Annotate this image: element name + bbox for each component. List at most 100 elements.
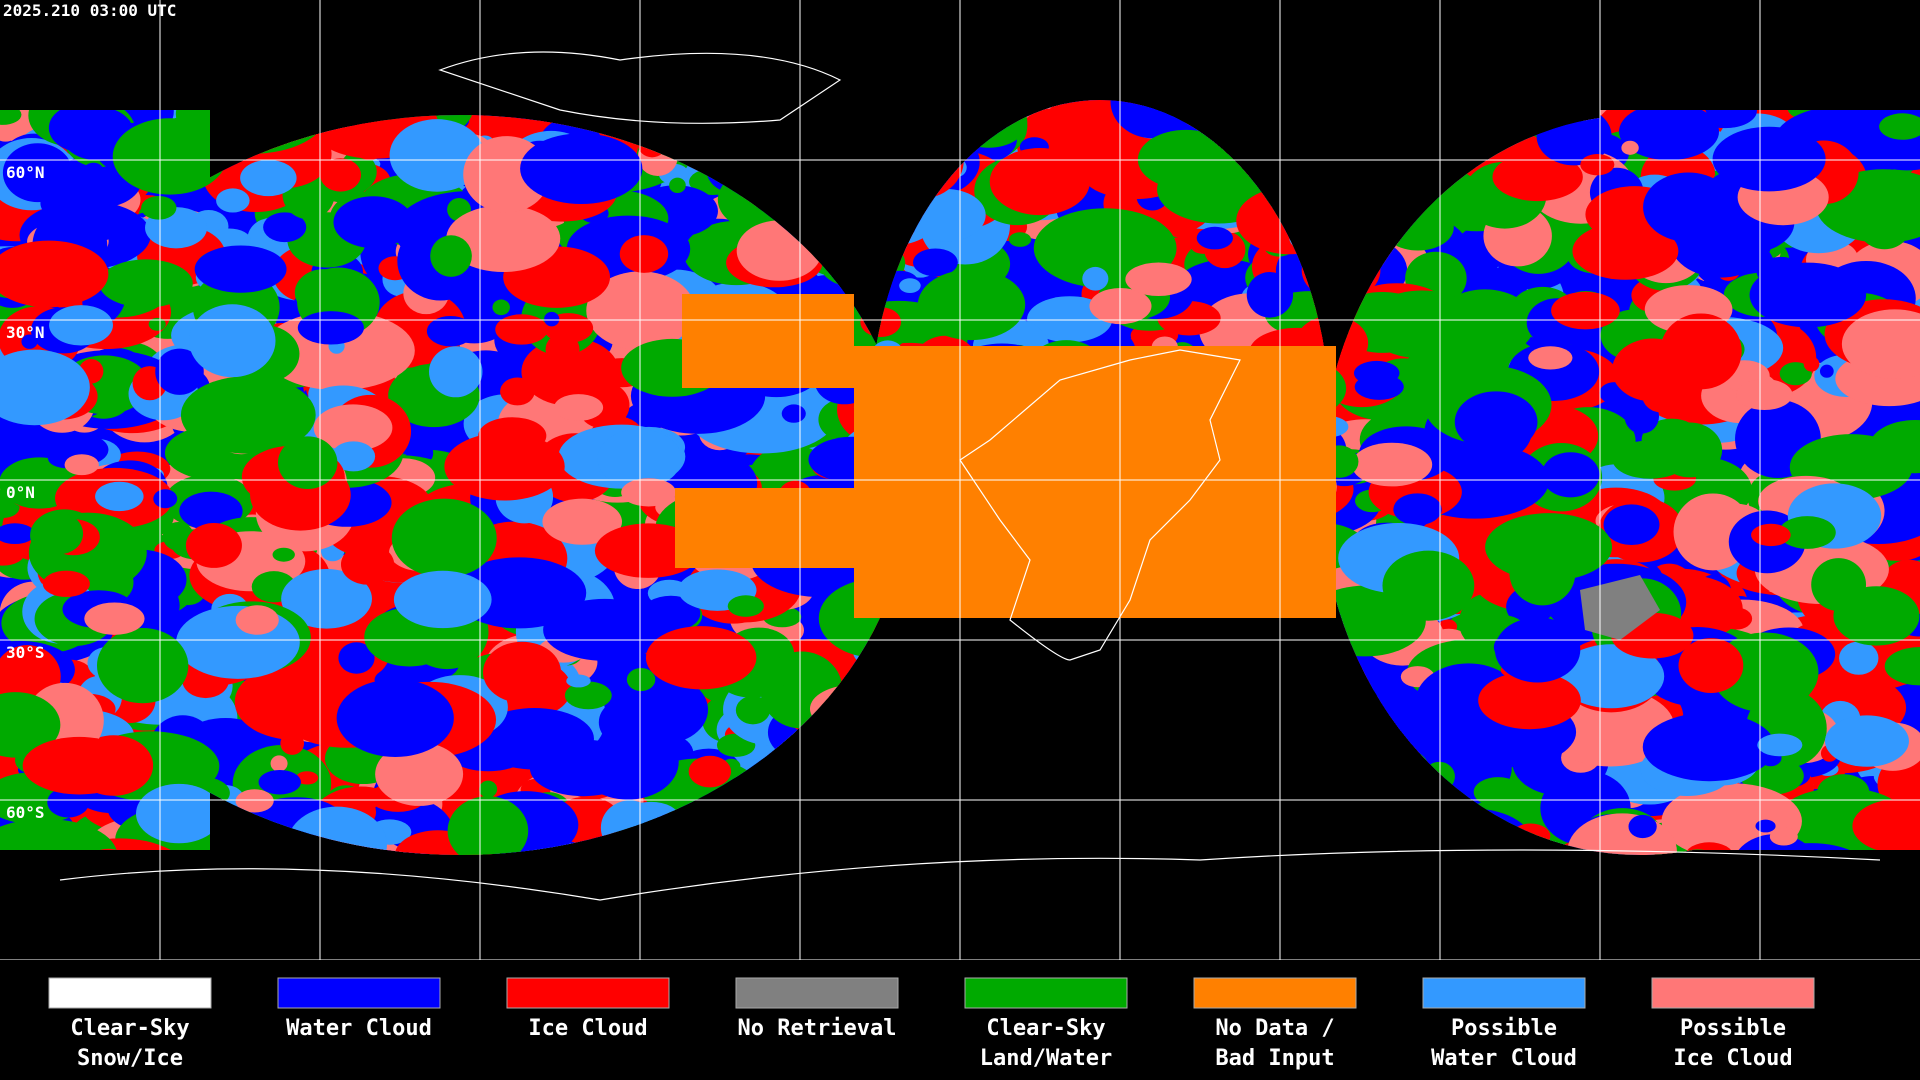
lat-label: 60°N (6, 163, 45, 182)
legend-swatch (735, 977, 899, 1009)
cloud-patch (1405, 343, 1478, 393)
cloud-patch (544, 311, 560, 327)
legend-swatch (1651, 977, 1815, 1009)
cloud-patch (598, 695, 671, 750)
legend-label: Water Cloud (1431, 1046, 1577, 1071)
cloud-patch (1485, 513, 1613, 581)
cloud-patch (48, 103, 116, 153)
legend-swatch (277, 977, 441, 1009)
no-data-block (906, 380, 966, 490)
cloud-patch (1755, 819, 1776, 833)
cloud-patch (1712, 126, 1826, 192)
cloud-patch (185, 523, 242, 568)
legend-label: No Data / (1215, 1016, 1334, 1041)
cloud-patch (42, 570, 90, 598)
cloud-patch (1749, 262, 1867, 328)
cloud-patch (529, 739, 637, 797)
cloud-patch (553, 394, 604, 421)
legend-label: No Retrieval (738, 1016, 897, 1041)
cloud-patch (112, 118, 227, 195)
cloud-patch (49, 305, 113, 346)
cloud-patch (1454, 391, 1538, 453)
legend-label: Possible (1680, 1016, 1786, 1041)
legend-swatch (964, 977, 1128, 1009)
cloud-patch (1642, 712, 1776, 782)
cloud-patch (1811, 558, 1867, 612)
cloud-patch (36, 513, 84, 555)
cloud-patch (0, 523, 35, 545)
cloud-patch (1551, 291, 1620, 330)
cloud-patch (483, 641, 562, 703)
no-data-block (682, 294, 854, 388)
cloud-patch (1720, 607, 1753, 630)
cloud-patch (194, 245, 287, 293)
cloud-patch (1621, 140, 1639, 155)
cloud-patch (479, 780, 498, 798)
cloud-patch (1246, 271, 1294, 318)
cloud-patch (1751, 523, 1791, 547)
cloud-patch (1819, 364, 1834, 378)
cloud-patch (280, 732, 305, 755)
cloud-patch (430, 235, 472, 277)
cloud-patch (141, 195, 177, 220)
cloud-patch (0, 539, 26, 566)
cloud-patch (428, 346, 483, 398)
cloud-patch (240, 159, 297, 197)
cloud-patch (1769, 827, 1798, 846)
cloud-patch (1082, 266, 1109, 291)
cloud-patch (621, 478, 676, 507)
no-data-block (675, 488, 915, 568)
cloud-patch (84, 602, 145, 635)
cloud-patch (521, 337, 619, 406)
cloud-patch (1642, 377, 1682, 413)
cloud-patch (1580, 154, 1615, 176)
cloud-patch (22, 736, 136, 795)
cloud-patch (235, 605, 279, 635)
cloud-patch (1657, 422, 1723, 478)
cloud-patch (735, 695, 770, 725)
cloud-patch (258, 769, 301, 795)
cloud-patch (1473, 777, 1523, 807)
cloud-patch (1660, 313, 1742, 390)
cloud-patch (1824, 715, 1909, 767)
cloud-patch (1817, 774, 1870, 810)
cloud-patch (47, 786, 90, 818)
cloud-patch (277, 436, 338, 489)
cloud-patch (270, 755, 288, 772)
cloud-patch (545, 333, 580, 366)
cloud-patch (96, 628, 189, 704)
cloud-patch (297, 311, 364, 345)
lat-label: 30°S (6, 643, 45, 662)
cloud-patch (1839, 641, 1879, 675)
cloud-patch (83, 162, 104, 177)
cloud-patch (1125, 262, 1192, 297)
cloud-patch (1603, 504, 1660, 545)
cloud-patch (99, 259, 193, 308)
legend-label: Land/Water (980, 1046, 1112, 1071)
cloud-patch (669, 177, 686, 194)
cloud-patch (1008, 232, 1032, 247)
legend-label: Bad Input (1215, 1046, 1334, 1071)
cloud-patch (1736, 379, 1793, 411)
cloud-patch (444, 432, 565, 501)
legend-item: Clear-Sky Land/Water (964, 977, 1128, 1071)
cloud-patch (520, 133, 643, 205)
cloud-patch (619, 235, 669, 273)
legend-label: Clear-Sky (70, 1016, 189, 1041)
cloud-patch (1354, 373, 1404, 400)
cloud-patch (1803, 356, 1820, 372)
cloud-patch (626, 667, 656, 692)
legend-label: Ice Cloud (1673, 1046, 1792, 1071)
legend-label: Ice Cloud (528, 1016, 647, 1041)
cloud-patch (1528, 346, 1573, 370)
cloud-patch (917, 269, 1026, 341)
cloud-patch (1857, 199, 1912, 250)
legend-label: Possible (1451, 1016, 1557, 1041)
cloud-patch (336, 679, 454, 757)
cloud-patch (272, 547, 295, 562)
cloud-patch (1779, 362, 1812, 386)
cloud-patch (64, 454, 99, 476)
cloud-patch (492, 299, 510, 316)
cloud-patch (781, 404, 806, 423)
cloud-patch (338, 642, 375, 674)
